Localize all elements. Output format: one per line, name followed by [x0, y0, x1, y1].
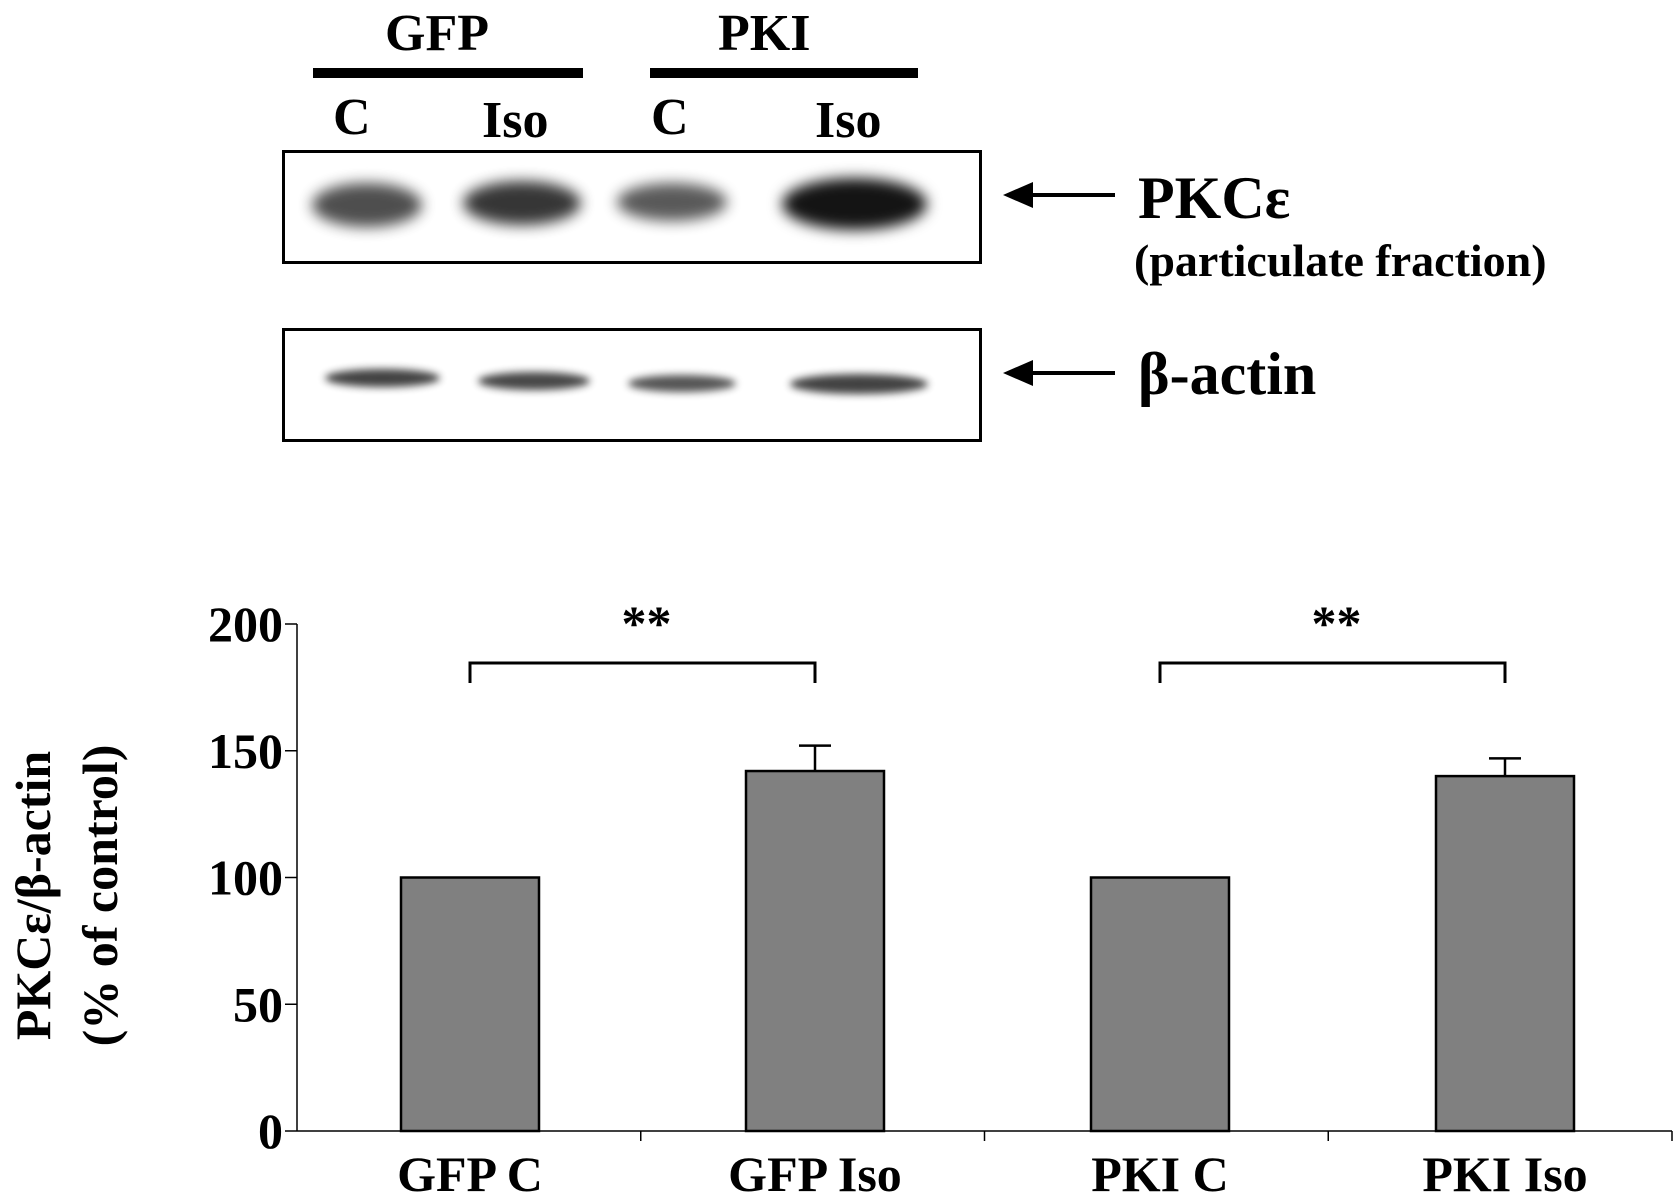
significance-label: ** [1312, 595, 1362, 651]
blot-band [312, 183, 422, 227]
significance-bracket [1158, 661, 1507, 683]
blot-band [628, 375, 736, 392]
y-tick-label: 100 [208, 850, 283, 906]
protein-label-beta-actin: β-actin [1138, 341, 1317, 407]
bar [1434, 774, 1576, 1133]
x-tick-label: GFP Iso [728, 1146, 902, 1201]
y-axis-label-line1: PKCε/β-actin [5, 751, 61, 1041]
protein-sublabel: (particulate fraction) [1134, 235, 1547, 286]
significance-label: ** [622, 595, 672, 651]
blot-band [617, 183, 727, 221]
arrow-line [1025, 193, 1115, 197]
lane-label: Iso [482, 92, 549, 149]
bar [399, 876, 541, 1133]
bar [744, 769, 886, 1133]
blot-band [325, 369, 440, 387]
y-axis-label: PKCε/β-actin (% of control) [5, 745, 128, 1047]
significance-bracket [468, 661, 817, 683]
group-label-gfp: GFP [385, 5, 489, 62]
blot-band [478, 372, 590, 390]
blot-band [782, 178, 927, 230]
blot-band [463, 181, 581, 225]
x-tick-label: PKI C [1091, 1146, 1229, 1201]
x-tick-label: PKI Iso [1422, 1146, 1587, 1201]
y-axis-label-line2: (% of control) [72, 745, 128, 1047]
y-tick-label: 0 [258, 1103, 283, 1159]
bar [1089, 876, 1231, 1133]
protein-label-pkce: PKCε [1138, 165, 1291, 231]
lane-label: C [651, 89, 689, 146]
lane-label: Iso [815, 92, 882, 149]
arrow-line [1025, 371, 1115, 375]
group-bar-gfp [313, 68, 583, 78]
lane-label: C [333, 89, 371, 146]
y-tick-label: 150 [208, 723, 283, 779]
blot-panel-beta-actin [282, 328, 982, 442]
y-tick-label: 200 [208, 596, 283, 652]
blot-band [790, 374, 928, 394]
y-tick-label: 50 [233, 976, 283, 1032]
x-tick-label: GFP C [397, 1146, 543, 1201]
group-bar-pki [650, 68, 918, 78]
group-label-pki: PKI [718, 5, 811, 62]
blot-panel-pkce [282, 150, 982, 264]
